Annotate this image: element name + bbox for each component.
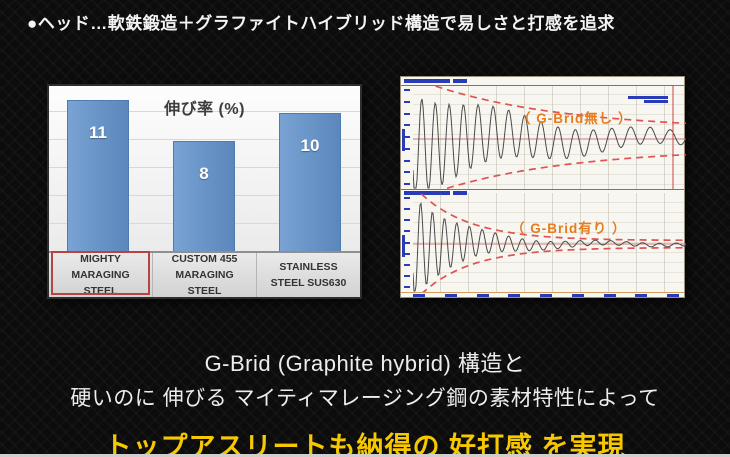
wave-chart2-label: （ G-Brid有り ） bbox=[511, 221, 627, 236]
y-tick-mark bbox=[404, 253, 410, 255]
y-tick-mark bbox=[404, 160, 410, 162]
bar-category-label: CUSTOM 455 MARAGING STEEL bbox=[152, 253, 256, 297]
caption-line-2: 硬いのに 伸びる マイティマレージング鋼の素材特性によって bbox=[70, 387, 660, 410]
y-tick-mark bbox=[404, 113, 410, 115]
x-tick-label bbox=[476, 294, 489, 297]
x-tick-label bbox=[603, 294, 616, 297]
y-tick-mark bbox=[404, 286, 410, 288]
y-axis-title-micro-text bbox=[402, 234, 405, 257]
y-axis-ticks bbox=[401, 85, 413, 189]
bar: 10 bbox=[279, 113, 341, 251]
wave-grid bbox=[413, 85, 684, 189]
headline: ●ヘッド…軟鉄鍛造＋グラファイトハイブリッド構造で易しさと打感を追求 bbox=[27, 14, 615, 33]
chart1-top-rule bbox=[401, 85, 684, 86]
x-axis-tick-labels bbox=[413, 294, 679, 298]
caption-highlight: トップアスリートも納得の 好打感 を実現 bbox=[104, 432, 626, 457]
bar: 8 bbox=[173, 141, 235, 251]
elongation-bar-chart-panel: 伸び率 (%) 11 8 10 MIGHTY MARAGING STEEL CUSTO… bbox=[47, 84, 362, 299]
bar-group: 11 8 10 bbox=[67, 86, 341, 251]
bar-category-label: MIGHTY MARAGING STEEL bbox=[49, 251, 152, 297]
bar-value-label: 8 bbox=[199, 164, 209, 183]
chart1-corner-micro-text bbox=[628, 96, 668, 104]
wave-chart-with-gbrid: （ G-Brid有り ） bbox=[401, 193, 686, 292]
bar-category-label: STAINLESS STEEL SUS630 bbox=[256, 253, 360, 297]
bar-chart-plot-area: 伸び率 (%) 11 8 10 bbox=[49, 86, 360, 253]
y-tick-mark bbox=[404, 275, 410, 277]
y-tick-mark bbox=[404, 230, 410, 232]
y-tick-mark bbox=[404, 124, 410, 126]
chart-divider-rule bbox=[401, 189, 684, 190]
y-tick-mark bbox=[404, 136, 410, 138]
x-tick-label bbox=[571, 294, 584, 297]
y-axis-ticks bbox=[401, 193, 413, 292]
bottom-edge-strip bbox=[0, 454, 730, 457]
bar-category-labels: MIGHTY MARAGING STEEL CUSTOM 455 MARAGING… bbox=[49, 251, 360, 297]
y-tick-mark bbox=[404, 89, 410, 91]
wave-chart1-label: （ G-Brid無し ） bbox=[517, 111, 633, 126]
bar-value-label: 11 bbox=[89, 123, 107, 142]
y-tick-mark bbox=[404, 171, 410, 173]
vibration-charts-panel: （ G-Brid無し ） （ G-Brid有り ） bbox=[400, 76, 686, 298]
y-tick-mark bbox=[404, 197, 410, 199]
bar-chart-title: 伸び率 (%) bbox=[164, 101, 245, 118]
x-tick-label bbox=[667, 294, 679, 297]
y-axis-title-micro-text bbox=[402, 128, 405, 151]
x-tick-label bbox=[635, 294, 648, 297]
x-tick-label bbox=[444, 294, 457, 297]
caption-block: G-Brid (Graphite hybrid) 構造と 硬いのに 伸びる マイ… bbox=[0, 346, 730, 457]
y-tick-mark bbox=[404, 208, 410, 210]
caption-line-1: G-Brid (Graphite hybrid) 構造と bbox=[204, 351, 526, 376]
waveform-svg bbox=[413, 193, 686, 292]
bar: 11 bbox=[67, 100, 129, 251]
y-tick-mark bbox=[404, 183, 410, 185]
y-tick-mark bbox=[404, 219, 410, 221]
waveform-svg bbox=[413, 85, 686, 189]
x-tick-label bbox=[413, 294, 425, 297]
x-axis-rule bbox=[401, 292, 684, 293]
y-tick-mark bbox=[404, 101, 410, 103]
x-tick-label bbox=[540, 294, 552, 297]
chart1-header-micro-text bbox=[404, 79, 470, 83]
wave-chart-without-gbrid: （ G-Brid無し ） bbox=[401, 85, 686, 189]
y-tick-mark bbox=[404, 264, 410, 266]
y-tick-mark bbox=[404, 242, 410, 244]
bar-value-label: 10 bbox=[300, 136, 320, 155]
chart2-header-micro-text bbox=[404, 191, 470, 195]
x-tick-label bbox=[508, 294, 521, 297]
y-tick-mark bbox=[404, 148, 410, 150]
